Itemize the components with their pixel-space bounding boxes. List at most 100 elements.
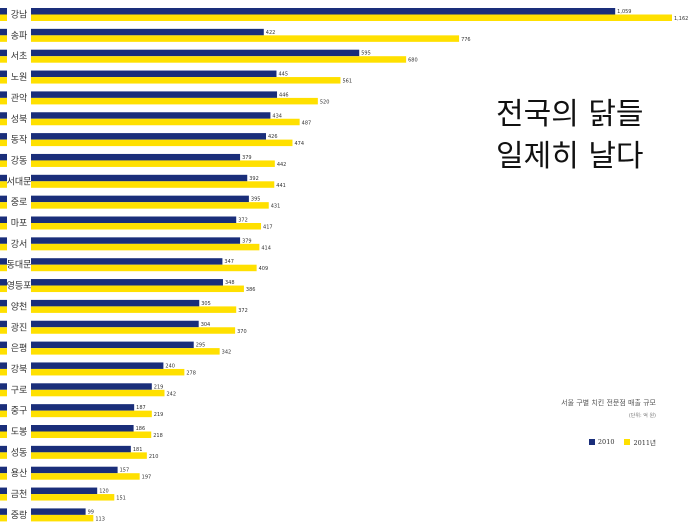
bar-2011: [31, 160, 275, 167]
bar-2011: [31, 14, 672, 21]
legend-item-2010: 2010: [588, 438, 614, 446]
chart-title-line-2: 일제히 날다: [496, 139, 644, 174]
category-label: 성북: [11, 114, 28, 125]
row-tab-2010: [0, 70, 7, 78]
bar-2010: [31, 216, 237, 223]
bar-2010: [31, 508, 86, 515]
value-label-2011: 442: [277, 162, 287, 168]
row-tab-2010: [0, 445, 7, 453]
legend-swatch-2011: [624, 439, 631, 445]
value-label-2011: 113: [95, 516, 105, 522]
value-label-2011: 370: [237, 329, 247, 335]
chart-title-line-1: 전국의 닭들: [496, 97, 644, 132]
category-label: 양천: [11, 301, 28, 312]
value-label-2010: 426: [268, 134, 278, 140]
row-tab-2010: [0, 174, 7, 182]
bar-2011: [31, 514, 94, 522]
row-tab-2011: [0, 410, 7, 418]
value-label-2011: 441: [276, 183, 286, 189]
bar-2010: [31, 279, 223, 286]
category-label: 중구: [11, 406, 28, 417]
category-label: 광진: [11, 321, 28, 333]
row-tab-2010: [0, 91, 7, 98]
bar-2010: [31, 258, 223, 265]
value-label-2010: 348: [225, 280, 235, 286]
bar-2010: [31, 153, 241, 161]
value-label-2010: 347: [224, 259, 234, 265]
value-label-2011: 520: [320, 99, 330, 105]
row-tab-2011: [0, 77, 7, 84]
bar-2010: [31, 8, 616, 15]
row-tab-2011: [0, 494, 7, 501]
value-label-2010: 99: [88, 509, 94, 515]
value-label-2010: 240: [165, 363, 175, 369]
value-label-2011: 218: [153, 433, 163, 439]
category-label: 서대문: [7, 176, 32, 187]
row-tab-2011: [0, 97, 7, 105]
row-tab-2010: [0, 362, 7, 369]
row-tab-2010: [0, 466, 7, 474]
bar-2010: [31, 404, 135, 411]
bar-2011: [31, 368, 185, 376]
row-tab-2010: [0, 216, 7, 223]
legend-swatch-2010: [588, 439, 595, 445]
bar-2011: [31, 56, 407, 63]
value-label-2010: 187: [136, 405, 146, 411]
row-tab-2011: [0, 14, 7, 21]
row-tab-2011: [0, 202, 7, 209]
category-label: 노원: [11, 72, 28, 83]
value-label-2011: 561: [342, 79, 352, 85]
row-tab-2011: [0, 514, 7, 522]
bar-2010: [31, 174, 248, 182]
value-label-2010: 395: [251, 197, 261, 203]
bar-2010: [31, 28, 264, 36]
bar-2011: [31, 139, 293, 147]
chart-subtitle: 서울 구별 치킨 전문점 매출 규모: [561, 399, 656, 407]
value-label-2010: 445: [278, 72, 288, 78]
bar-2011: [31, 35, 460, 42]
row-tab-2011: [0, 368, 7, 376]
bar-2010: [31, 341, 194, 349]
row-tab-2010: [0, 341, 7, 349]
value-label-2010: 186: [136, 426, 146, 432]
bar-2010: [31, 425, 134, 432]
bar-2011: [31, 181, 275, 188]
value-label-2011: 776: [461, 37, 471, 43]
row-tab-2011: [0, 264, 7, 272]
row-tab-2010: [0, 49, 7, 57]
bar-2010: [31, 362, 164, 369]
value-label-2011: 151: [116, 496, 126, 502]
value-label-2010: 181: [133, 447, 143, 453]
bar-2011: [31, 348, 220, 355]
value-label-2011: 386: [246, 287, 256, 293]
row-tab-2011: [0, 348, 7, 355]
value-label-2010: 157: [120, 468, 130, 474]
row-tab-2010: [0, 404, 7, 411]
bar-2010: [31, 112, 271, 119]
bar-2011: [31, 285, 244, 293]
value-label-2011: 197: [142, 475, 152, 481]
category-label: 도봉: [11, 427, 28, 438]
row-tab-2010: [0, 425, 7, 432]
bar-2010: [31, 91, 278, 98]
category-label: 동대문: [7, 260, 32, 271]
row-tab-2010: [0, 195, 7, 203]
value-label-2011: 487: [302, 120, 312, 126]
bar-2011: [31, 389, 165, 397]
value-label-2011: 219: [154, 412, 164, 418]
row-tab-2010: [0, 299, 7, 307]
category-label: 용산: [11, 468, 28, 479]
row-tab-2011: [0, 473, 7, 480]
category-label: 마포: [11, 218, 28, 229]
row-tab-2011: [0, 35, 7, 42]
row-tab-2011: [0, 181, 7, 188]
bar-2010: [31, 49, 360, 57]
bar-2011: [31, 431, 152, 438]
bar-2011: [31, 327, 236, 334]
row-tab-2011: [0, 118, 7, 126]
value-label-2010: 304: [201, 322, 211, 328]
bar-2011: [31, 118, 300, 126]
row-tab-2010: [0, 508, 7, 515]
row-tab-2010: [0, 133, 7, 140]
value-label-2011: 680: [408, 58, 418, 64]
